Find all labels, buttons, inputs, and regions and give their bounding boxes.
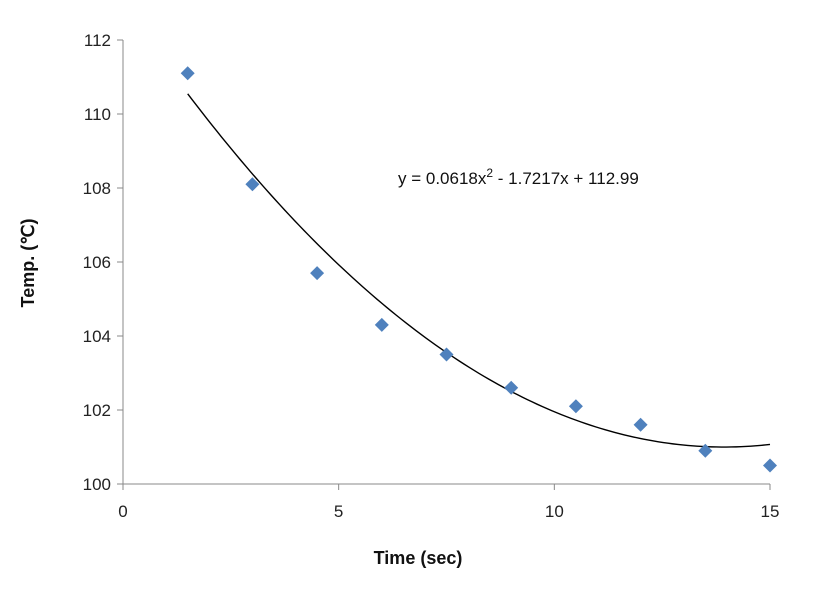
data-point-diamond [439, 347, 454, 362]
x-tick-label: 0 [118, 502, 127, 521]
data-point-diamond [504, 380, 519, 395]
x-axis-title: Time (sec) [374, 548, 463, 568]
x-tick-label: 10 [545, 502, 564, 521]
data-point-diamond [180, 66, 195, 81]
trendline-group [187, 93, 771, 448]
data-point-diamond [310, 266, 325, 281]
y-tick-label: 100 [83, 475, 111, 494]
data-point-diamond [698, 443, 713, 458]
data-point-diamond [374, 317, 389, 332]
data-point-diamond [568, 399, 583, 414]
y-tick-label: 108 [83, 179, 111, 198]
x-tick-label: 15 [761, 502, 780, 521]
y-tick-label: 106 [83, 253, 111, 272]
data-point-diamond [633, 417, 648, 432]
y-axis-ticks: 100 102 104 106 108 110 112 [83, 31, 123, 494]
x-axis-ticks: 0 5 10 15 [118, 484, 779, 521]
y-axis-title: Temp. (℃) [18, 219, 38, 308]
trendline [187, 93, 771, 448]
trendline-equation: y = 0.0618x2 - 1.7217x + 112.99 [398, 166, 639, 188]
data-point-diamond [245, 177, 260, 192]
y-tick-label: 112 [84, 31, 111, 50]
y-tick-label: 110 [84, 105, 111, 124]
x-tick-label: 5 [334, 502, 343, 521]
data-point-diamond [763, 458, 777, 473]
y-tick-label: 104 [83, 327, 111, 346]
y-tick-label: 102 [83, 401, 111, 420]
data-points [180, 66, 777, 473]
